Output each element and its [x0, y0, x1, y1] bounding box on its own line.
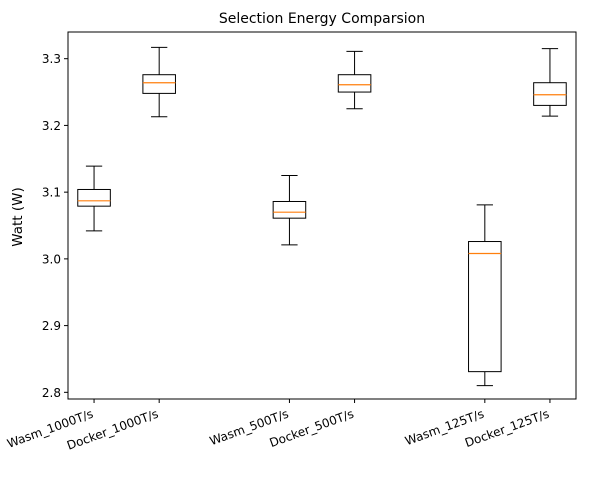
- box-2: [142, 46, 176, 118]
- box-iqr: [142, 74, 176, 94]
- box-iqr: [337, 74, 372, 93]
- y-tick-label: 3.2: [42, 119, 61, 133]
- y-tick-label: 2.9: [42, 319, 61, 333]
- y-axis-ticks: 2.8 2.9 3.0 3.1 3.2 3.3: [42, 52, 68, 400]
- box-iqr: [272, 200, 307, 219]
- box-1: [77, 165, 111, 232]
- y-tick-label: 2.8: [42, 386, 61, 400]
- box-iqr: [533, 82, 567, 106]
- box-iqr: [77, 188, 111, 207]
- plot-frame: [67, 31, 577, 400]
- box-4: [337, 50, 372, 110]
- y-axis-label: Watt (W): [10, 187, 26, 247]
- chart-title: Selection Energy Comparsion: [219, 11, 425, 27]
- box-5: [468, 204, 502, 387]
- box-3: [272, 174, 307, 246]
- box-iqr: [468, 241, 502, 373]
- y-tick-label: 3.0: [42, 252, 61, 266]
- box-series: [77, 46, 567, 387]
- y-tick-label: 3.1: [42, 186, 61, 200]
- box-6: [533, 48, 567, 117]
- y-tick-label: 3.3: [42, 52, 61, 66]
